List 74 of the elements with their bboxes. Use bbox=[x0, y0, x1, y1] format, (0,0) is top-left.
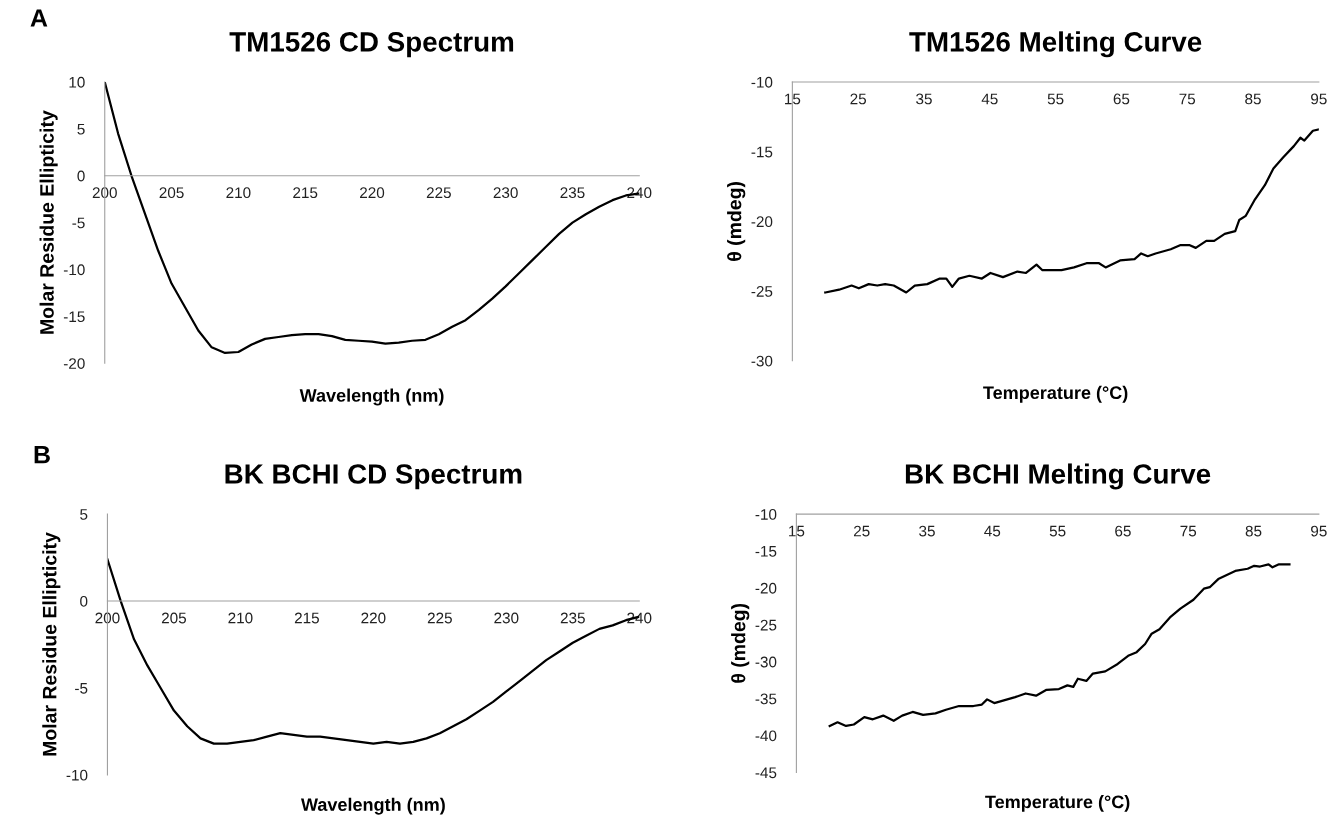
text: A bbox=[30, 9, 48, 27]
x-tick-label: 55 bbox=[1049, 525, 1066, 537]
y-tick-label: -40 bbox=[755, 730, 777, 742]
x-tick-label: 25 bbox=[853, 525, 870, 537]
x-tick-label: 45 bbox=[984, 525, 1001, 537]
y-tick-label: -35 bbox=[755, 693, 777, 705]
chart-title: TM1526 CD Spectrum bbox=[229, 32, 514, 58]
x-tick-label: 225 bbox=[427, 612, 452, 624]
x-tick-label: 205 bbox=[159, 187, 184, 199]
y-tick-label: -20 bbox=[751, 216, 773, 228]
y-tick-label: -10 bbox=[66, 769, 88, 781]
x-tick-label: 235 bbox=[560, 612, 585, 624]
x-tick-label: 95 bbox=[1311, 525, 1327, 537]
y-tick-label: -5 bbox=[72, 217, 85, 229]
x-tick-label: 85 bbox=[1245, 93, 1261, 105]
x-tick-label: 35 bbox=[919, 525, 935, 537]
x-tick-label: 205 bbox=[161, 612, 187, 624]
x-tick-label: 225 bbox=[426, 187, 451, 199]
y-tick-label: -30 bbox=[755, 656, 777, 668]
y-tick-label: 0 bbox=[77, 170, 85, 182]
y-axis-title: θ (mdeg) bbox=[727, 182, 746, 261]
x-tick-label: 75 bbox=[1180, 525, 1197, 537]
x-axis-title: Wavelength (nm) bbox=[299, 388, 444, 406]
y-tick-label: 5 bbox=[77, 123, 85, 135]
y-tick-label: -5 bbox=[75, 683, 88, 694]
x-axis-title: Wavelength (nm) bbox=[300, 797, 445, 815]
x-tick-label: 230 bbox=[494, 612, 519, 624]
x-tick-label: 95 bbox=[1311, 93, 1327, 105]
x-tick-label: 25 bbox=[850, 93, 867, 105]
x-tick-label: 55 bbox=[1047, 93, 1064, 105]
y-tick-label: -45 bbox=[755, 767, 777, 779]
x-tick-label: 35 bbox=[916, 93, 932, 105]
x-tick-label: 65 bbox=[1115, 525, 1131, 537]
x-tick-label: 200 bbox=[95, 612, 120, 624]
chart-title: TM1526 Melting Curve bbox=[909, 31, 1202, 58]
x-tick-label: 220 bbox=[361, 612, 386, 624]
y-tick-label: -10 bbox=[63, 264, 85, 276]
x-tick-label: 230 bbox=[493, 187, 518, 199]
x-tick-label: 215 bbox=[293, 187, 318, 199]
y-axis-title: Molar Residue Ellipticity bbox=[39, 110, 58, 334]
chart-title: BK BCHI Melting Curve bbox=[905, 463, 1211, 490]
x-tick-label: 210 bbox=[228, 612, 253, 624]
text: B bbox=[34, 446, 50, 464]
x-tick-label: 215 bbox=[294, 612, 319, 624]
x-tick-label: 235 bbox=[560, 187, 585, 199]
x-tick-label: 210 bbox=[226, 187, 251, 199]
x-tick-label: 220 bbox=[360, 187, 385, 199]
y-tick-label: 0 bbox=[80, 595, 88, 607]
x-axis-title: Temperature (°C) bbox=[983, 385, 1128, 403]
line-series bbox=[824, 128, 1319, 294]
y-tick-label: -25 bbox=[755, 619, 777, 631]
y-axis-title: Molar Residue Ellipticity bbox=[42, 532, 61, 756]
x-axis-title: Temperature (°C) bbox=[985, 795, 1130, 812]
y-tick-label: 10 bbox=[69, 76, 85, 88]
x-tick-label: 65 bbox=[1113, 93, 1130, 105]
y-tick-label: -10 bbox=[755, 509, 777, 520]
chart-title: BK BCHI CD Spectrum bbox=[225, 464, 522, 490]
y-tick-label: -10 bbox=[751, 76, 773, 88]
y-tick-label: -15 bbox=[751, 146, 773, 158]
x-tick-label: 75 bbox=[1179, 93, 1196, 105]
y-tick-label: -15 bbox=[63, 311, 85, 323]
x-tick-label: 85 bbox=[1245, 525, 1262, 537]
y-tick-label: -15 bbox=[755, 546, 777, 557]
y-tick-label: 5 bbox=[80, 509, 88, 520]
y-tick-label: -20 bbox=[755, 582, 777, 594]
x-tick-label: 200 bbox=[92, 187, 117, 199]
x-tick-label: 15 bbox=[785, 93, 801, 105]
line-series bbox=[828, 563, 1291, 728]
y-axis-title: θ (mdeg) bbox=[731, 603, 750, 683]
y-tick-label: -30 bbox=[751, 355, 773, 367]
y-tick-label: -25 bbox=[751, 285, 773, 297]
y-tick-label: -20 bbox=[63, 358, 85, 369]
x-tick-label: 15 bbox=[789, 525, 805, 537]
x-tick-label: 45 bbox=[981, 93, 998, 105]
